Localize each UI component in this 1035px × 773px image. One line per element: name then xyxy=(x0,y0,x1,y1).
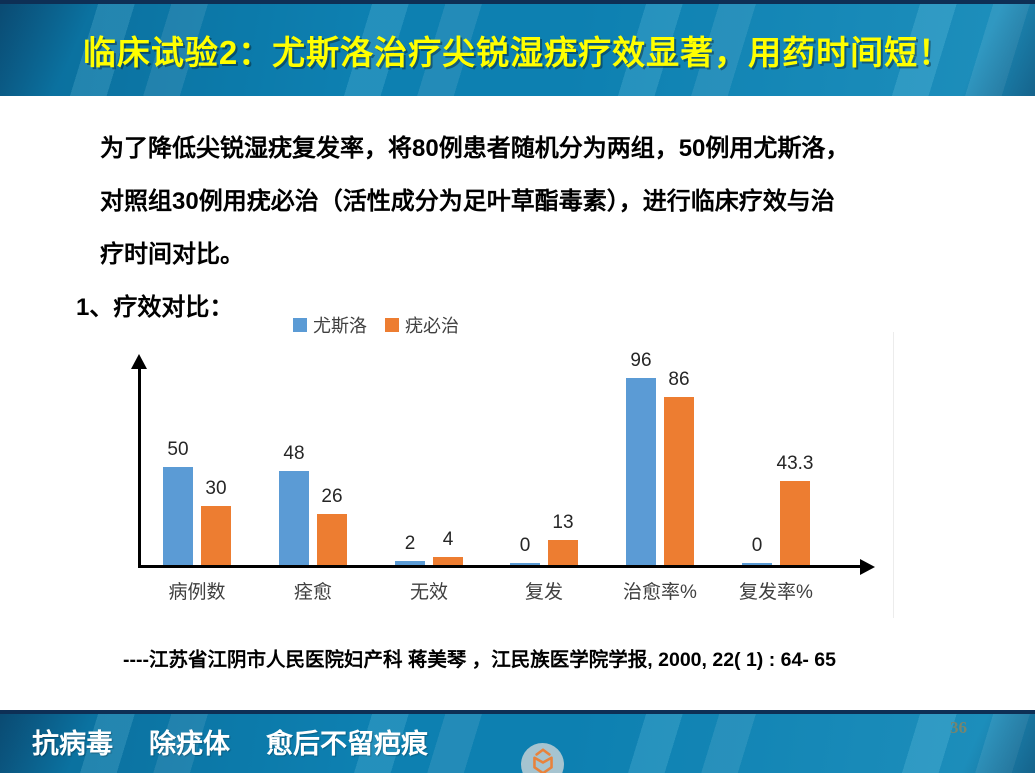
chart-bar xyxy=(742,563,772,565)
paragraph-line: 对照组30例用疣必治（活性成分为足叶草酯毒素），进行临床疗效与治 xyxy=(100,188,835,215)
legend-label: 疣必治 xyxy=(405,316,459,336)
category-label: 病例数 xyxy=(168,582,226,603)
chart-bar xyxy=(279,471,309,565)
chart-bar xyxy=(163,467,193,565)
bar-value-label: 4 xyxy=(442,529,454,550)
chart-bar xyxy=(201,506,231,565)
slide-title: 临床试验2：尤斯洛治疗尖锐湿疣疗效显著，用药时间短！ xyxy=(82,34,953,71)
category-label: 复发率% xyxy=(739,582,813,603)
bar-value-label: 30 xyxy=(205,478,227,499)
legend-item-series-2: 疣必治 xyxy=(385,312,459,338)
slogan-item: 除疣体 xyxy=(149,729,230,759)
orange-cube-logo-icon xyxy=(532,748,553,773)
y-axis-arrow-icon xyxy=(131,354,147,369)
slogan-item: 抗病毒 xyxy=(32,729,113,759)
slogan-item: 愈后不留疤痕 xyxy=(266,729,428,759)
bar-value-label: 26 xyxy=(321,486,343,507)
chart-bar xyxy=(510,563,540,565)
bar-value-label: 48 xyxy=(283,443,305,464)
category-label: 复发 xyxy=(524,582,563,603)
bar-value-label: 0 xyxy=(519,535,531,556)
x-axis-arrow-icon xyxy=(860,559,875,575)
y-axis xyxy=(138,366,141,568)
chart-bar xyxy=(395,561,425,565)
chart-bar xyxy=(780,481,810,565)
chart-bar xyxy=(433,557,463,565)
legend-swatch-orange-icon xyxy=(385,318,399,332)
category-label: 痊愈 xyxy=(293,582,332,603)
bar-value-label: 50 xyxy=(167,439,189,460)
paragraph-line: 疗时间对比。 xyxy=(100,241,244,268)
legend-swatch-blue-icon xyxy=(293,318,307,332)
citation-text: ----江苏省江阴市人民医院妇产科 蒋美琴 ，江民族医学院学报, 2000, 2… xyxy=(123,649,836,671)
chart-bar xyxy=(626,378,656,565)
category-label: 无效 xyxy=(409,582,448,603)
section-heading: 1、疗效对比： xyxy=(76,294,234,321)
body-paragraph: 为了降低尖锐湿疣复发率，将80例患者随机分为两组，50例用尤斯洛， 对照组30例… xyxy=(100,122,980,281)
chart-bar xyxy=(548,540,578,565)
footer-slogan: 抗病毒 除疣体 愈后不留疤痕 xyxy=(32,722,428,761)
slide-footer xyxy=(0,710,1035,773)
bar-value-label: 96 xyxy=(630,350,652,371)
page-number: 36 xyxy=(950,718,967,737)
bar-value-label: 2 xyxy=(404,533,416,554)
chart-frame-edge xyxy=(893,332,894,618)
bar-value-label: 13 xyxy=(552,512,574,533)
legend-item-series-1: 尤斯洛 xyxy=(293,312,367,338)
chart-legend: 尤斯洛 疣必治 xyxy=(293,312,459,338)
brand-logo xyxy=(521,743,564,773)
bar-value-label: 0 xyxy=(751,535,763,556)
paragraph-line: 为了降低尖锐湿疣复发率，将80例患者随机分为两组，50例用尤斯洛， xyxy=(100,135,850,162)
slide-header: 临床试验2：尤斯洛治疗尖锐湿疣疗效显著，用药时间短！ xyxy=(0,0,1035,96)
chart-bar xyxy=(317,514,347,565)
bar-value-label: 86 xyxy=(668,369,690,390)
chart-bar xyxy=(664,397,694,565)
bar-value-label: 43.3 xyxy=(776,453,814,474)
category-label: 治愈率% xyxy=(623,582,697,603)
x-axis xyxy=(138,565,862,568)
legend-label: 尤斯洛 xyxy=(313,316,367,336)
